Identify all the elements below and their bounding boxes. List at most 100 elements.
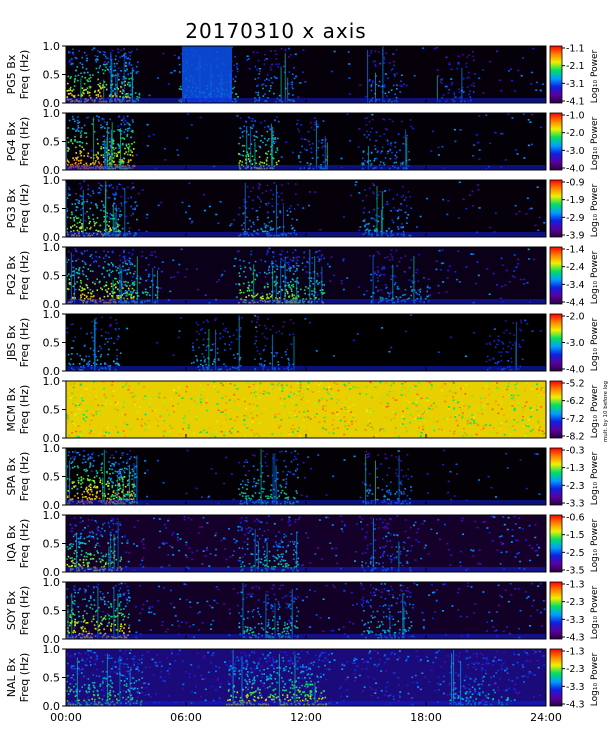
texture-speck (233, 407, 236, 410)
texture-speck (368, 407, 371, 409)
activity-speck (66, 90, 68, 92)
activity-speck (245, 296, 247, 298)
activity-speck (248, 290, 251, 292)
texture-speck (213, 387, 216, 390)
texture-speck (197, 397, 200, 399)
activity-speck (90, 295, 92, 298)
activity-speck (70, 76, 72, 78)
activity-speck (114, 164, 116, 166)
activity-speck (308, 293, 310, 296)
texture-speck (497, 412, 500, 415)
texture-speck (186, 385, 188, 388)
activity-speck (108, 256, 110, 259)
activity-speck (243, 201, 246, 204)
activity-speck (108, 273, 110, 276)
texture-speck (458, 181, 461, 184)
activity-speck (106, 270, 108, 272)
texture-speck (467, 407, 470, 409)
texture-speck (366, 426, 368, 429)
activity-speck (298, 157, 300, 159)
texture-speck (392, 60, 395, 63)
texture-speck (69, 397, 72, 399)
activity-speck (293, 208, 296, 210)
activity-speck (473, 85, 475, 87)
activity-speck (121, 491, 124, 494)
texture-speck (77, 435, 80, 438)
activity-speck (397, 226, 399, 228)
activity-speck (203, 360, 206, 362)
activity-speck (129, 458, 131, 460)
texture-speck (254, 486, 257, 488)
activity-speck (68, 89, 70, 92)
activity-speck (108, 153, 110, 156)
activity-speck (70, 226, 72, 228)
activity-speck (73, 217, 75, 219)
texture-speck (103, 387, 105, 390)
activity-speck (266, 156, 269, 159)
texture-speck (159, 415, 162, 418)
texture-speck (318, 424, 321, 426)
texture-speck (532, 258, 535, 261)
texture-speck (510, 397, 513, 400)
texture-speck (512, 397, 515, 399)
activity-speck (95, 355, 97, 358)
activity-speck (80, 327, 82, 330)
activity-speck (303, 251, 305, 254)
texture-speck (259, 392, 262, 394)
texture-speck (254, 314, 257, 317)
texture-speck (437, 351, 440, 353)
texture-speck (536, 409, 538, 411)
texture-speck (517, 263, 520, 265)
texture-speck (288, 416, 291, 419)
activity-speck (105, 189, 108, 192)
activity-speck (71, 353, 73, 355)
texture-speck (172, 354, 175, 356)
texture-speck (524, 405, 526, 407)
activity-speck (85, 142, 88, 145)
texture-speck (137, 192, 140, 195)
panel-background (66, 180, 546, 237)
activity-speck (68, 50, 71, 53)
activity-speck (408, 159, 411, 161)
activity-speck (118, 495, 121, 498)
activity-speck (289, 268, 291, 270)
texture-speck (252, 51, 255, 53)
activity-speck (455, 96, 458, 99)
texture-speck (502, 414, 505, 416)
texture-speck (138, 428, 140, 431)
texture-speck (422, 425, 424, 428)
activity-speck (112, 90, 114, 92)
activity-speck (378, 80, 381, 83)
texture-speck (128, 227, 131, 229)
activity-speck (284, 48, 287, 51)
activity-speck (80, 282, 82, 284)
activity-speck (264, 271, 266, 274)
activity-speck (223, 329, 225, 331)
activity-speck (316, 279, 318, 282)
activity-speck (111, 218, 114, 220)
texture-speck (532, 47, 535, 50)
texture-speck (455, 414, 458, 417)
texture-speck (207, 496, 209, 499)
activity-speck (371, 127, 373, 130)
texture-speck (144, 413, 147, 416)
texture-speck (249, 412, 252, 414)
activity-speck (88, 94, 91, 97)
activity-speck (80, 134, 82, 137)
texture-speck (66, 416, 69, 419)
texture-speck (493, 340, 496, 342)
texture-speck (507, 426, 510, 428)
texture-speck (386, 393, 389, 396)
activity-speck (86, 286, 89, 289)
activity-speck (196, 338, 198, 341)
texture-speck (365, 410, 368, 413)
activity-speck (98, 191, 101, 194)
texture-speck (454, 392, 457, 394)
activity-speck (266, 130, 269, 133)
texture-speck (268, 247, 271, 250)
activity-speck (101, 288, 103, 291)
activity-speck (77, 125, 79, 127)
activity-speck (247, 153, 249, 156)
activity-speck (95, 363, 98, 365)
activity-speck (124, 80, 126, 83)
